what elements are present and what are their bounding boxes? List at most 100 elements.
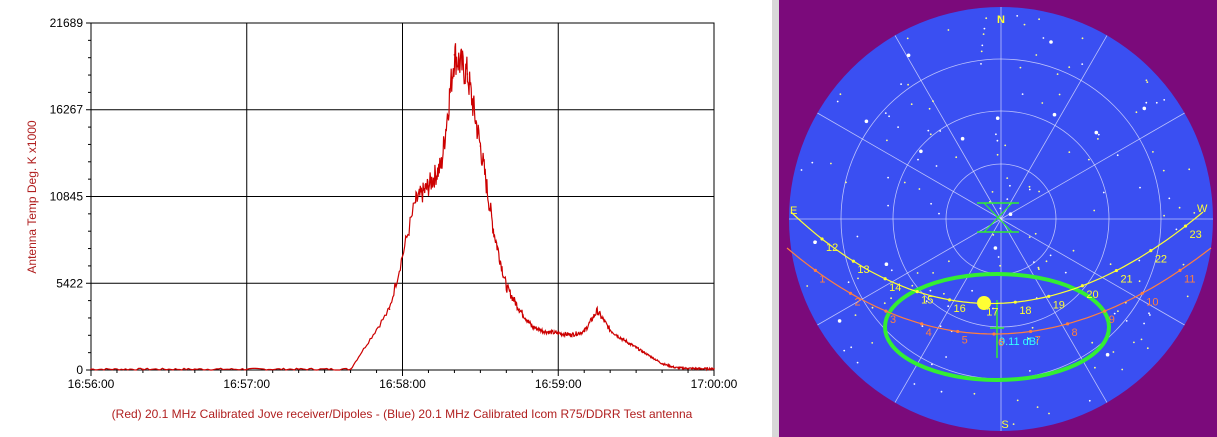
star [1068,151,1071,154]
star [1041,102,1044,104]
star [845,181,847,184]
yellow-track-dot [883,277,887,281]
star [1149,314,1151,316]
star [1028,236,1031,239]
star [1034,232,1037,235]
chart-grid [90,22,715,371]
orange-track-dot [1140,291,1144,295]
star [973,392,976,395]
y-axis-title: Antenna Temp Deg. K x1000 [25,120,39,274]
series-point [194,368,196,371]
star [1027,337,1030,340]
yellow-track-dot [1047,294,1051,298]
orange-track-hour: 4 [926,327,932,339]
star [1148,312,1150,315]
star [971,289,973,292]
star [1064,271,1067,274]
star [1117,310,1119,313]
y-tick-label: 0 [76,363,83,377]
star [843,349,846,352]
star [1068,66,1071,68]
series-point [349,368,352,371]
star [929,289,932,292]
star [887,176,889,179]
antenna-beam: 9.11 dBi [883,272,1111,382]
orange-track-hour: 5 [962,334,968,346]
star [839,93,842,96]
star [864,119,869,124]
star [996,139,999,142]
y-tick-labels: 0 5422 10845 16267 21689 [50,16,91,377]
star [1049,40,1053,44]
star [1091,341,1094,344]
star [1094,130,1099,135]
series-point [635,346,637,349]
azimuth-line [1000,218,1185,326]
yellow-track-dot [1013,300,1017,304]
orange-track-hour: 6 [998,337,1004,349]
star [1135,111,1138,114]
star [1048,412,1050,415]
yellow-track-hour: 18 [1019,305,1031,317]
star [1188,168,1191,171]
star [1021,93,1024,95]
star [980,63,982,65]
panel-divider [772,0,779,437]
star [947,305,950,308]
compass-east: E [790,205,797,217]
star [800,169,803,171]
series-point [492,228,495,231]
star [1155,101,1158,104]
star-field [800,15,1196,425]
star [1058,93,1061,96]
series-point [440,164,443,167]
yellow-track-hour: 23 [1190,229,1202,241]
star [1142,106,1147,111]
star [1163,214,1165,217]
yellow-track-dot [820,237,824,241]
yellow-track-hour: 21 [1120,274,1132,286]
orange-track-dot [848,291,853,295]
star [888,115,890,118]
series-point [90,368,92,371]
star [1146,347,1149,350]
star [907,83,909,86]
star [806,285,809,287]
star [857,277,859,280]
star [811,161,814,164]
star [854,314,857,316]
star [1009,184,1011,187]
star [1145,79,1148,82]
star [1138,280,1141,283]
star [960,136,965,141]
star [1088,399,1091,402]
star [1006,198,1009,201]
series-point [505,286,508,288]
star [1008,212,1013,216]
series-point [713,367,715,370]
yellow-track-dot [1149,249,1153,253]
x-tick-label: 16:56:00 [68,377,115,391]
star [1045,260,1048,263]
star [1016,399,1019,402]
star [1037,266,1040,269]
orange-track-dot [1029,329,1033,334]
star [955,156,958,159]
star [1145,101,1148,104]
beam-ellipse [883,272,1111,382]
antenna-symbol [977,202,1019,233]
star [1023,23,1026,26]
star [948,260,950,263]
star [992,307,994,310]
star [932,272,934,274]
star [911,284,914,287]
star [1006,177,1009,180]
star [1081,37,1084,40]
series-point [687,367,689,370]
yellow-track-hour: 13 [857,264,869,276]
gain-label: 9.11 dBi [999,336,1039,348]
star [997,256,1000,258]
star [1052,112,1057,117]
compass-south: S [1001,419,1008,431]
yellow-track-dot [915,290,919,294]
